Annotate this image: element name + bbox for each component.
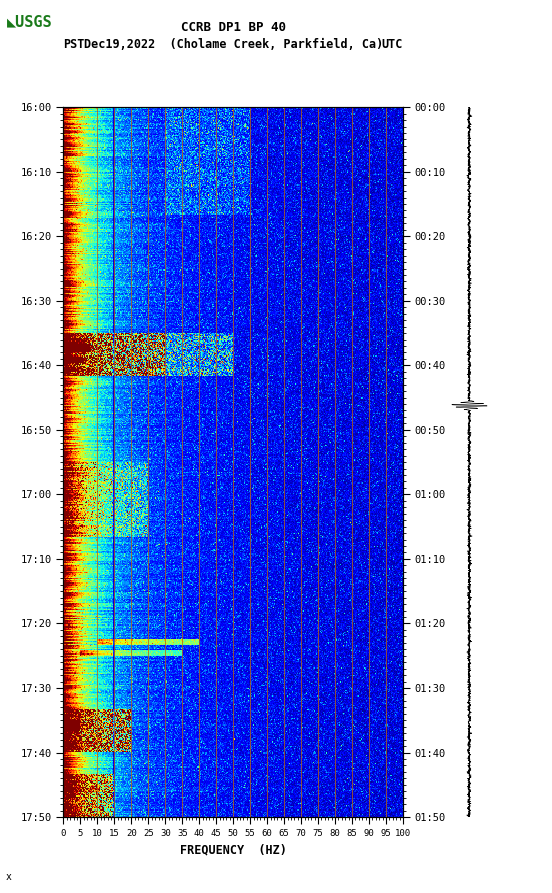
Text: x: x <box>6 872 12 882</box>
Text: UTC: UTC <box>381 38 403 51</box>
Text: Dec19,2022  (Cholame Creek, Parkfield, Ca): Dec19,2022 (Cholame Creek, Parkfield, Ca… <box>83 38 383 51</box>
Text: PST: PST <box>63 38 85 51</box>
X-axis label: FREQUENCY  (HZ): FREQUENCY (HZ) <box>180 844 286 856</box>
Text: ◣USGS: ◣USGS <box>7 14 53 29</box>
Text: CCRB DP1 BP 40: CCRB DP1 BP 40 <box>181 21 286 34</box>
